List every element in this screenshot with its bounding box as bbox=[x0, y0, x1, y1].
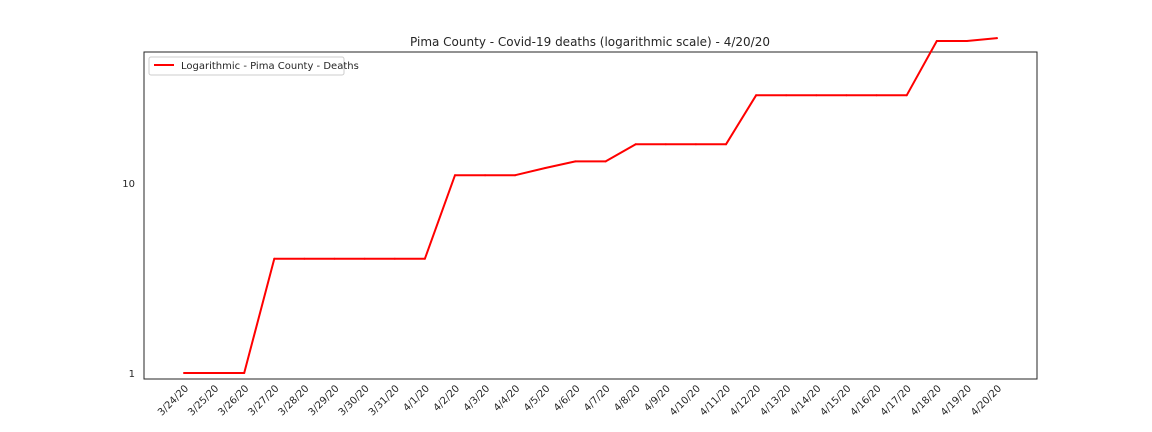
x-tick-label: 4/10/20 bbox=[668, 383, 703, 418]
x-tick-label: 3/31/20 bbox=[367, 383, 402, 418]
series-layer bbox=[183, 37, 998, 374]
x-tick-label: 4/20/20 bbox=[969, 383, 1004, 418]
data-point bbox=[273, 257, 276, 260]
y-axis: 1 10 bbox=[122, 179, 135, 380]
data-point bbox=[634, 143, 637, 146]
data-point bbox=[183, 372, 185, 374]
x-tick-label: 4/16/20 bbox=[849, 383, 884, 418]
data-point bbox=[905, 94, 908, 97]
data-point bbox=[393, 257, 396, 260]
x-tick-label: 4/15/20 bbox=[819, 383, 854, 418]
data-point bbox=[213, 372, 216, 374]
data-point bbox=[333, 257, 336, 260]
data-point bbox=[544, 167, 547, 169]
data-point bbox=[785, 94, 788, 97]
x-tick-label: 3/27/20 bbox=[246, 383, 281, 418]
data-point bbox=[965, 40, 968, 42]
data-point bbox=[815, 94, 818, 97]
x-tick-label: 4/17/20 bbox=[879, 383, 914, 418]
data-point bbox=[604, 160, 607, 163]
x-axis: 3/24/203/25/203/26/203/27/203/28/203/29/… bbox=[156, 383, 1004, 418]
x-tick-label: 4/4/20 bbox=[492, 383, 523, 414]
series-line bbox=[184, 37, 998, 374]
legend: Logarithmic - Pima County - Deaths bbox=[148, 56, 359, 76]
x-tick-label: 4/8/20 bbox=[612, 383, 643, 414]
x-tick-label: 3/26/20 bbox=[216, 383, 251, 418]
legend-box bbox=[148, 56, 345, 76]
data-point bbox=[935, 40, 938, 42]
y-tick-label: 10 bbox=[122, 179, 135, 190]
data-point bbox=[454, 174, 456, 177]
x-tick-label: 4/18/20 bbox=[909, 383, 944, 418]
x-tick-label: 4/3/20 bbox=[462, 383, 493, 414]
data-point bbox=[694, 143, 697, 146]
x-tick-label: 4/19/20 bbox=[939, 383, 974, 418]
data-point bbox=[755, 94, 758, 97]
data-point bbox=[303, 257, 306, 260]
x-tick-label: 4/5/20 bbox=[522, 383, 553, 414]
x-tick-label: 4/12/20 bbox=[728, 383, 763, 418]
x-tick-label: 4/13/20 bbox=[758, 383, 793, 418]
data-point bbox=[845, 94, 848, 97]
x-tick-label: 4/14/20 bbox=[788, 383, 823, 418]
data-point bbox=[574, 160, 577, 163]
x-tick-label: 4/11/20 bbox=[698, 383, 733, 418]
data-point bbox=[725, 143, 727, 146]
data-point bbox=[484, 174, 487, 177]
y-tick-label: 1 bbox=[129, 369, 135, 380]
data-point bbox=[996, 37, 998, 40]
data-point bbox=[514, 174, 517, 177]
x-tick-label: 4/7/20 bbox=[582, 383, 613, 414]
x-tick-label: 3/24/20 bbox=[156, 383, 191, 418]
x-tick-label: 4/1/20 bbox=[401, 383, 432, 414]
plot-area bbox=[143, 51, 1038, 380]
data-point bbox=[243, 372, 246, 374]
data-point bbox=[664, 143, 667, 146]
x-tick-label: 3/28/20 bbox=[277, 383, 312, 418]
data-point bbox=[875, 94, 878, 97]
data-point bbox=[423, 257, 426, 260]
x-tick-label: 3/25/20 bbox=[186, 383, 221, 418]
chart-title: Pima County - Covid-19 deaths (logarithm… bbox=[410, 35, 770, 49]
x-tick-label: 3/30/20 bbox=[337, 383, 372, 418]
x-tick-label: 3/29/20 bbox=[307, 383, 342, 418]
legend-label: Logarithmic - Pima County - Deaths bbox=[181, 61, 359, 72]
data-point bbox=[363, 257, 366, 260]
x-tick-label: 4/6/20 bbox=[552, 383, 583, 414]
x-tick-label: 4/2/20 bbox=[432, 383, 463, 414]
